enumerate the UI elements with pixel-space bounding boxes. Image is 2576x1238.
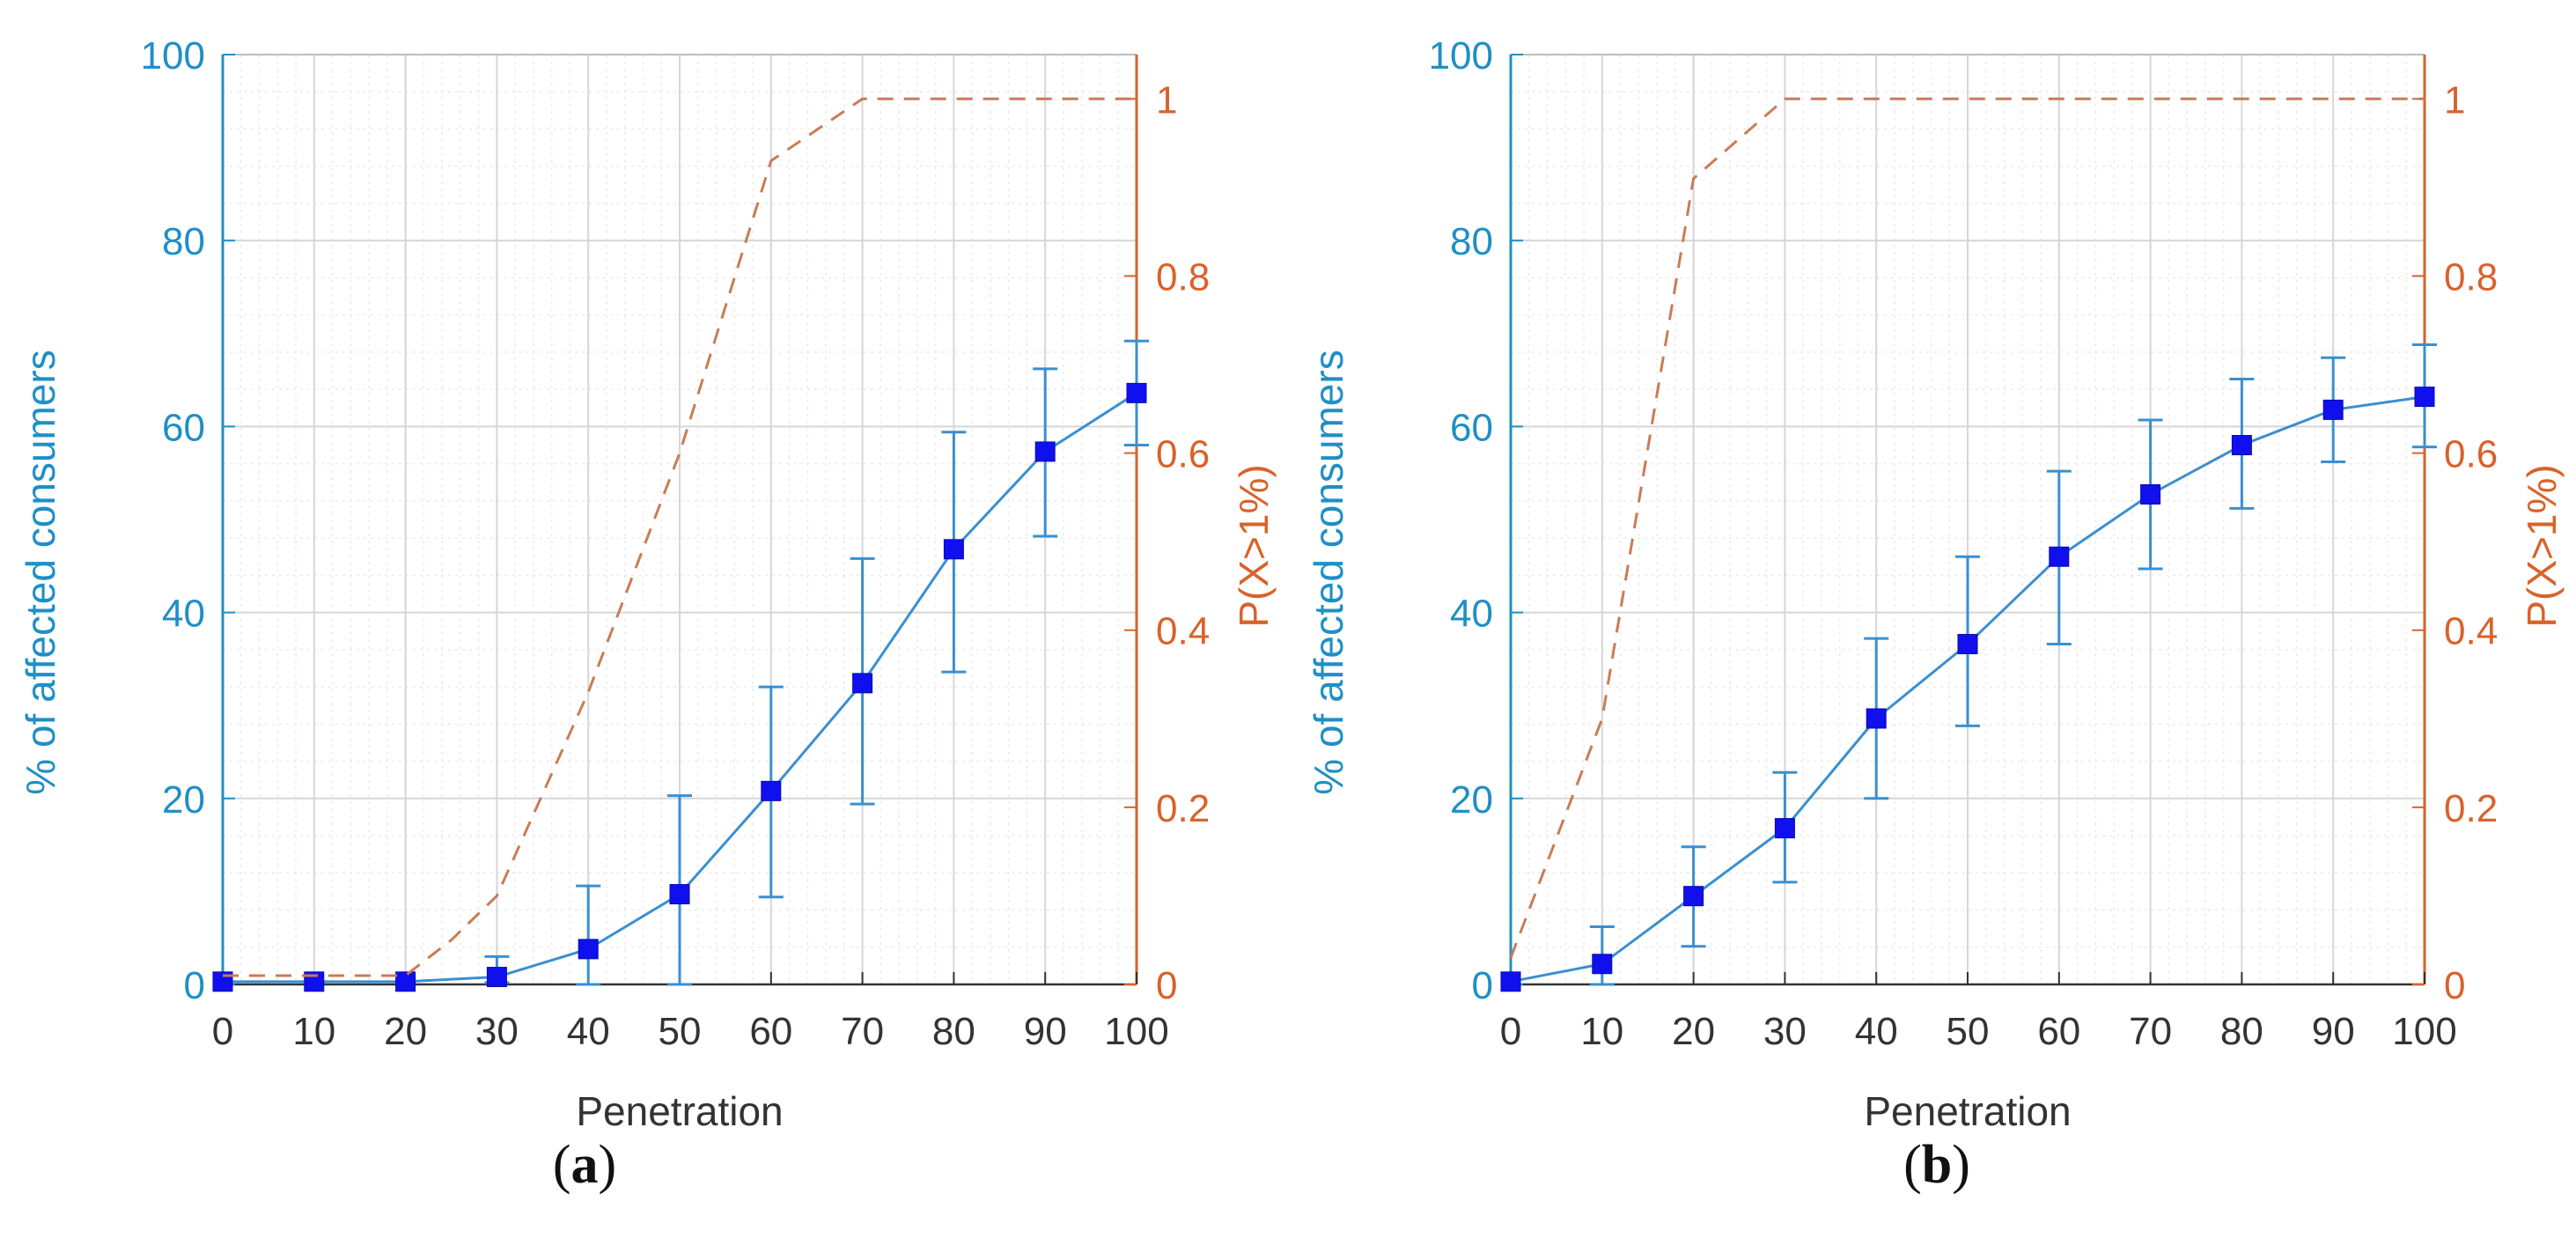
data-point-marker	[2140, 483, 2161, 505]
data-point-marker	[1592, 954, 1613, 975]
y-tick-label: 40	[162, 593, 205, 636]
panel-label-b: (b)	[1903, 1135, 1970, 1195]
x-tick-label: 90	[2312, 1010, 2355, 1053]
y-tick-label: 60	[162, 406, 205, 449]
x-tick-label: 10	[1580, 1010, 1623, 1053]
panel-label-a: (a)	[552, 1135, 617, 1195]
y-tick-label: 60	[1450, 406, 1493, 449]
x-tick-label: 100	[1104, 1010, 1168, 1053]
probability-dashed-line	[223, 97, 1137, 977]
data-point-marker	[2049, 546, 2070, 567]
y2-tick-label: 0.6	[1156, 433, 1210, 476]
affected-consumers-series	[1500, 343, 2437, 992]
x-tick-label: 10	[292, 1010, 335, 1053]
x-tick-label: 20	[1672, 1010, 1715, 1053]
affected-consumers-series	[212, 339, 1149, 992]
y2-tick-label: 0.8	[1156, 255, 1210, 298]
x-tick-label: 60	[2037, 1010, 2080, 1053]
x-tick-label: 0	[1500, 1010, 1521, 1053]
x-tick-label: 30	[475, 1010, 519, 1053]
data-point-marker	[852, 673, 873, 694]
grid-lines	[223, 55, 1137, 984]
panel-label-a-letter: a	[570, 1135, 599, 1195]
x-tick-label: 60	[749, 1010, 792, 1053]
data-point-marker	[2322, 399, 2344, 420]
y2-tick-label: 0.4	[1156, 610, 1210, 653]
x-tick-label: 80	[932, 1010, 975, 1053]
y2-tick-label: 1	[1156, 78, 1177, 122]
data-point-marker	[2414, 387, 2435, 408]
y-tick-label: 100	[1429, 34, 1493, 77]
data-point-marker	[486, 967, 507, 988]
y-tick-label: 80	[1450, 220, 1493, 263]
chart-panel-b: 0 10 20 30 40 50 60 70 80 90 100 0 20 40 60 80 100 0 0.2 0.…	[1288, 0, 2576, 1238]
x-tick-label: 20	[384, 1010, 427, 1053]
data-point-marker	[578, 939, 599, 960]
y-tick-label: 40	[1450, 593, 1493, 636]
y2-axis-label: P(X>1%)	[2519, 464, 2565, 627]
data-point-marker	[669, 884, 690, 905]
grid-lines	[1511, 55, 2425, 984]
chart-a-svg: 0 10 20 30 40 50 60 70 80 90 10002040608010000.20.…	[18, 34, 1277, 1134]
y2-tick-label: 0.8	[2444, 255, 2498, 298]
x-tick-label: 0	[212, 1010, 233, 1053]
y-tick-label: 0	[1472, 964, 1493, 1007]
y2-tick-label: 0.6	[2444, 433, 2498, 476]
data-point-marker	[1957, 634, 1978, 655]
y2-tick-label: 0.2	[2444, 787, 2498, 830]
x-tick-label: 30	[1763, 1010, 1807, 1053]
x-tick-label: 70	[841, 1010, 884, 1053]
y2-tick-label: 1	[2444, 78, 2465, 122]
data-point-marker	[1683, 886, 1704, 907]
data-point-marker	[395, 971, 416, 992]
y-tick-label: 20	[162, 778, 205, 822]
x-axis-label: Penetration	[1864, 1088, 2071, 1134]
y2-tick-label: 0	[2444, 964, 2465, 1007]
y-tick-label: 0	[184, 964, 205, 1007]
data-point-marker	[1774, 818, 1795, 839]
x-tick-label: 80	[2220, 1010, 2263, 1053]
y-axis-label: % of affected consumers	[18, 350, 63, 794]
data-point-marker	[761, 780, 782, 801]
data-point-marker	[943, 539, 964, 560]
x-tick-label: 50	[1947, 1010, 1990, 1053]
data-point-marker	[1034, 441, 1056, 462]
x-tick-label: 70	[2129, 1010, 2172, 1053]
y-tick-label: 20	[1450, 778, 1493, 822]
chart-b-svg: 0 10 20 30 40 50 60 70 80 90 10002040608010000.20.…	[1306, 34, 2565, 1134]
x-tick-label: 40	[567, 1010, 610, 1053]
x-tick-label: 100	[2392, 1010, 2456, 1053]
x-tick-label: 90	[1024, 1010, 1067, 1053]
chart-panel-a: 0 10 20 30 40 50 60 70 80 90 100 0 20 40 60 80 100 0 0.2 0.…	[18, 34, 1277, 1134]
probability-dashed-line	[1509, 97, 2425, 959]
data-point-marker	[1866, 708, 1887, 729]
y-tick-label: 100	[141, 34, 205, 77]
y2-tick-label: 0.2	[1156, 787, 1210, 830]
y2-axis-label: P(X>1%)	[1231, 464, 1277, 627]
data-point-marker	[2231, 435, 2252, 456]
y-axis-label: % of affected consumers	[1306, 350, 1351, 794]
x-axis-label: Penetration	[576, 1088, 783, 1134]
y-tick-label: 80	[162, 220, 205, 263]
y2-tick-label: 0	[1156, 964, 1177, 1007]
y2-tick-label: 0.4	[2444, 610, 2498, 653]
panel-label-b-letter: b	[1921, 1135, 1953, 1195]
x-tick-label: 40	[1855, 1010, 1898, 1053]
x-tick-label: 50	[659, 1010, 702, 1053]
data-point-marker	[1126, 382, 1147, 403]
data-point-marker	[1500, 971, 1521, 992]
